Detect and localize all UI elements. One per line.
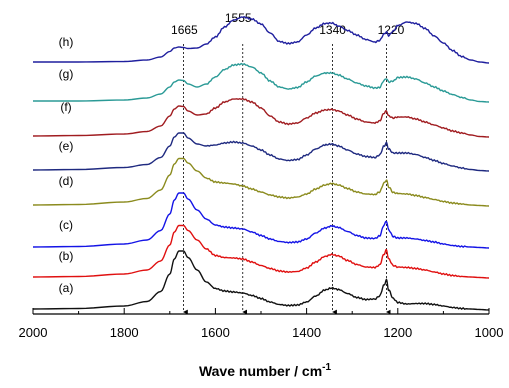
x-tick-label-2000: 2000 bbox=[19, 325, 48, 340]
x-tick-label-1800: 1800 bbox=[110, 325, 139, 340]
series-line-h bbox=[33, 15, 490, 64]
series-label-h: (h) bbox=[59, 35, 74, 49]
series-label-f: (f) bbox=[60, 100, 71, 114]
series-line-a bbox=[32, 250, 490, 311]
series-label-e: (e) bbox=[59, 139, 74, 153]
peak-label-1665: 1665 bbox=[171, 23, 198, 37]
x-tick-label-1600: 1600 bbox=[201, 325, 230, 340]
peak-label-1340: 1340 bbox=[319, 23, 346, 37]
series-line-f bbox=[32, 97, 490, 138]
x-axis: 2000 1800 1600 1400 1200 1000 bbox=[19, 308, 504, 340]
x-axis-title: Wave number / cm-1 bbox=[199, 362, 332, 379]
series-line-b bbox=[32, 224, 490, 279]
series-line-g bbox=[33, 62, 490, 103]
x-tick-label-1000: 1000 bbox=[475, 325, 504, 340]
x-tick-label-1200: 1200 bbox=[383, 325, 412, 340]
series-label-c: (c) bbox=[59, 218, 73, 232]
series-label-b: (b) bbox=[59, 249, 74, 263]
series-label-a: (a) bbox=[59, 281, 74, 295]
series-group: (h) (g) (f) (e) (d) (c) (b) (a) bbox=[32, 15, 490, 311]
series-line-d bbox=[32, 157, 490, 207]
x-tick-label-1400: 1400 bbox=[292, 325, 321, 340]
series-line-e bbox=[32, 132, 490, 172]
series-label-g: (g) bbox=[59, 67, 74, 81]
series-line-c bbox=[32, 192, 490, 249]
series-label-d: (d) bbox=[59, 174, 74, 188]
